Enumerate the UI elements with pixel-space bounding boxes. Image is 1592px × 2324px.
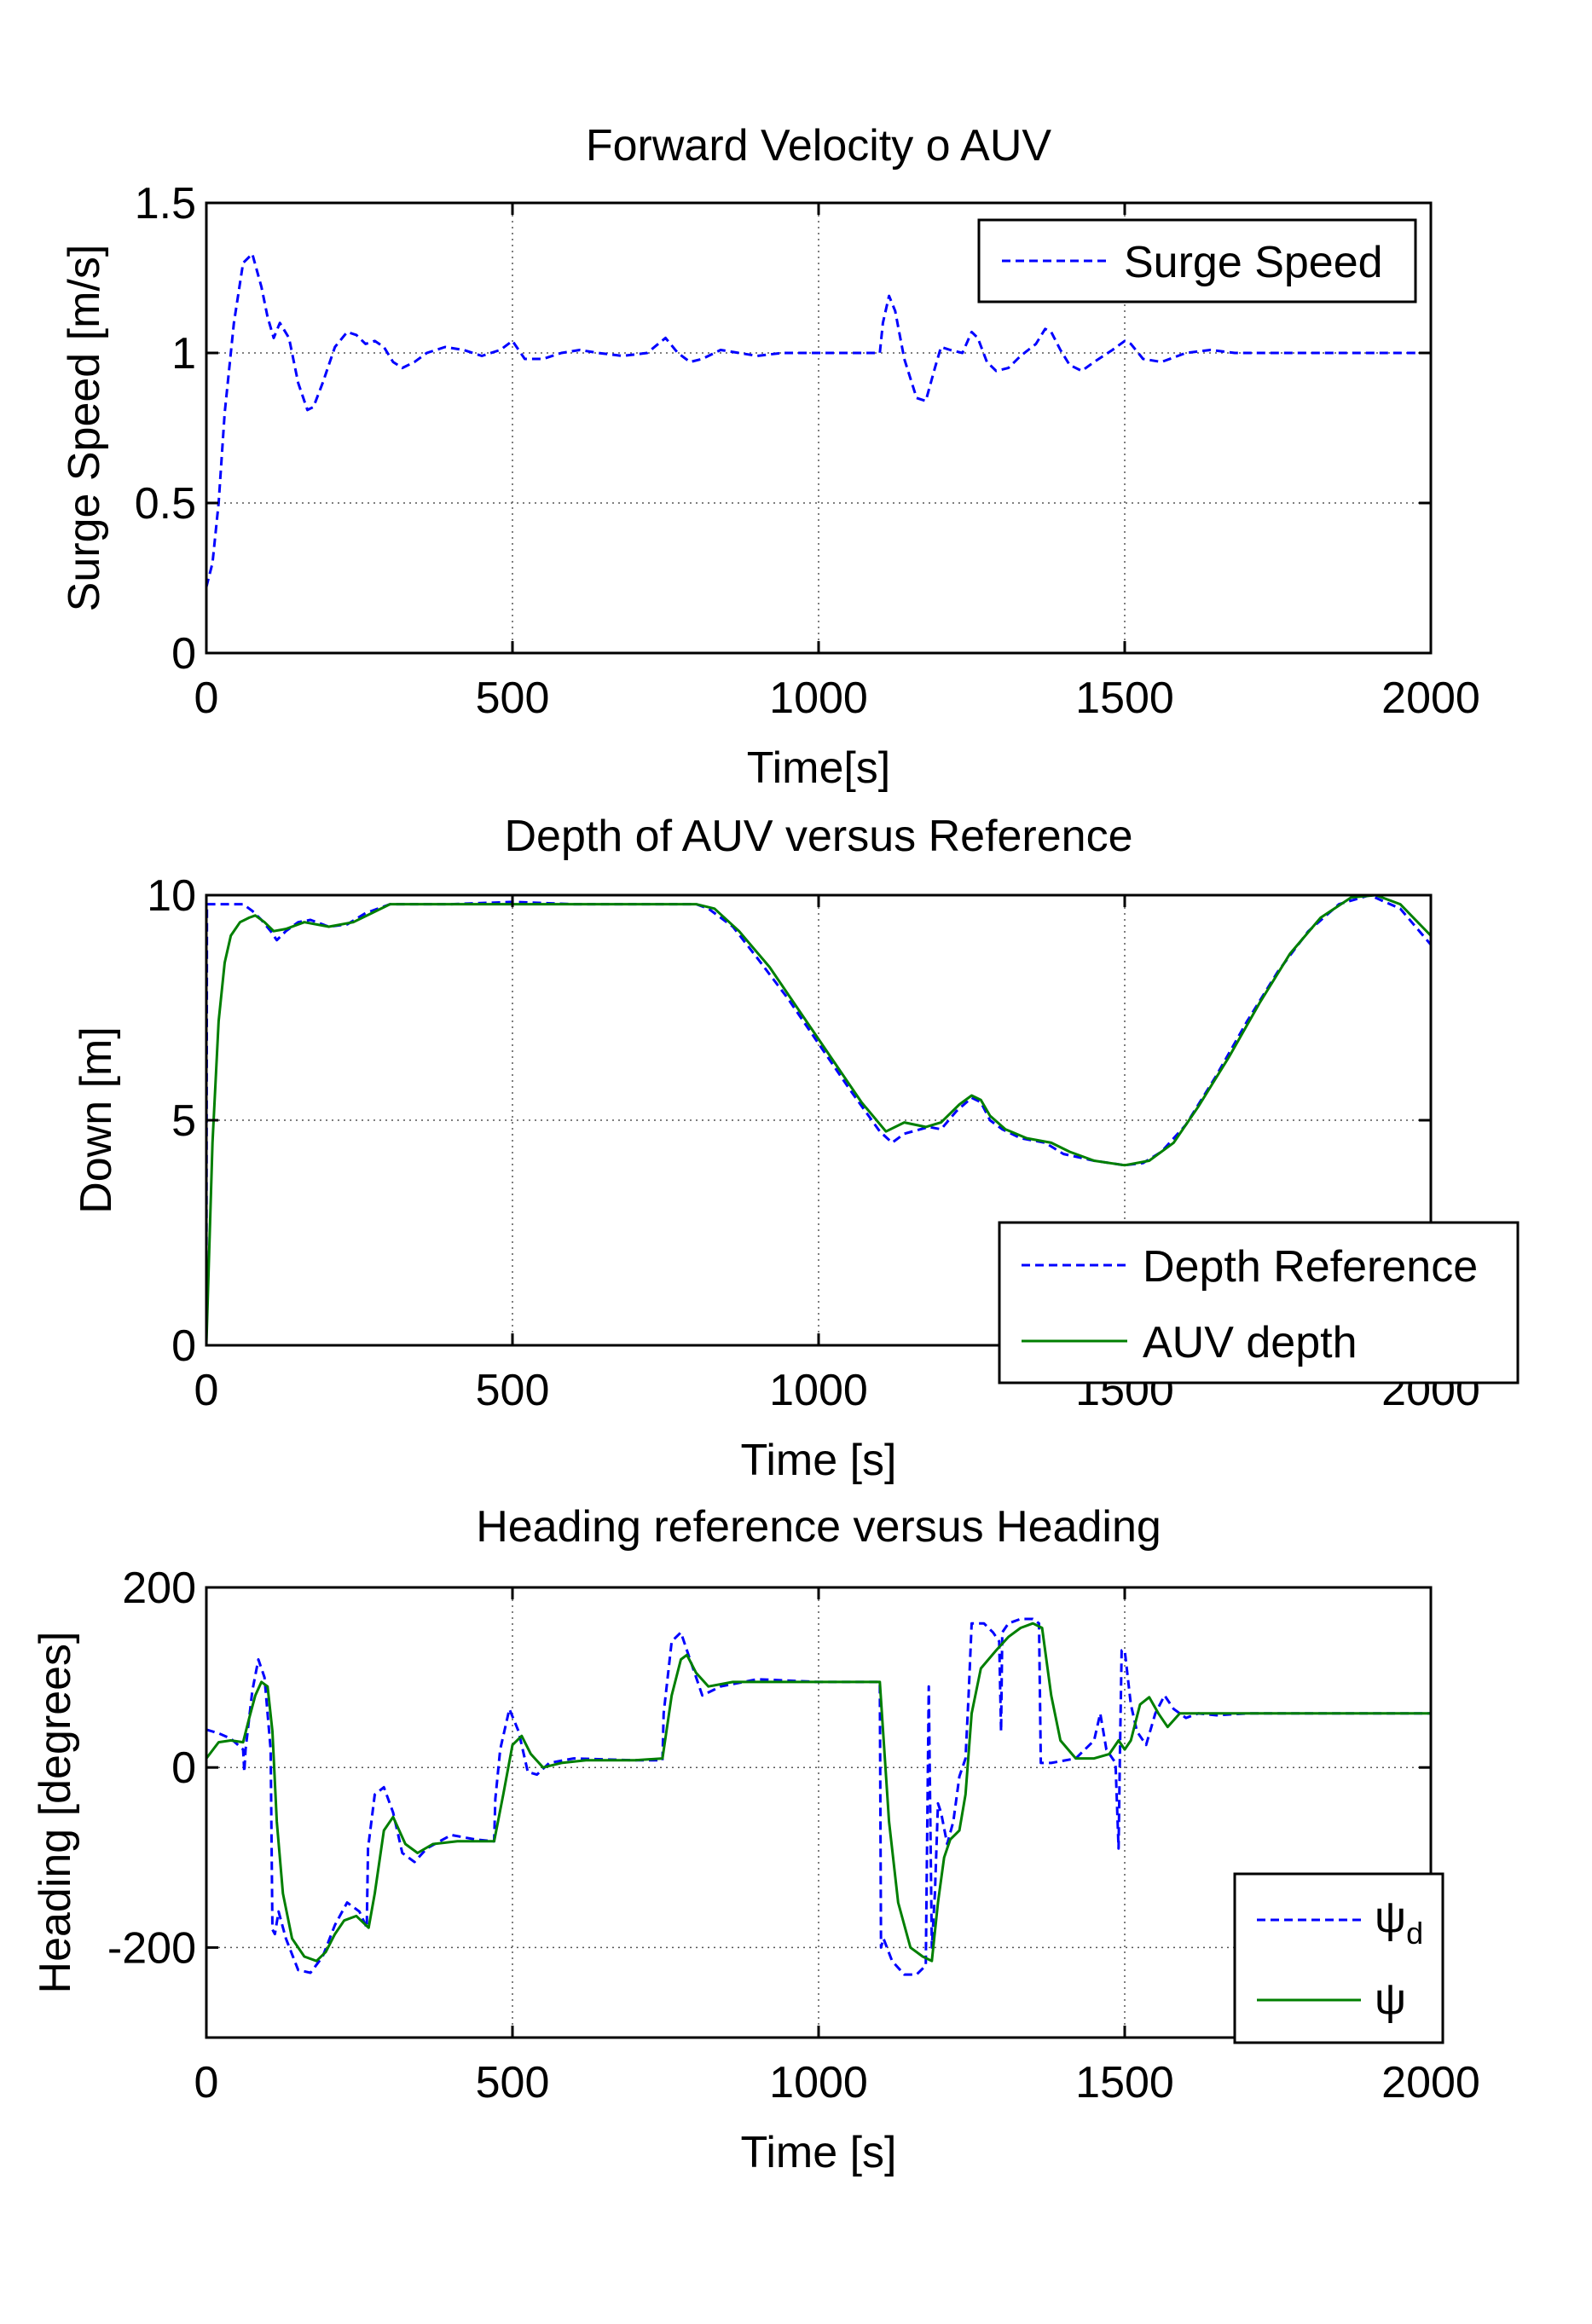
x-tick-label: 500 bbox=[476, 2058, 550, 2107]
x-tick-label: 0 bbox=[194, 1366, 219, 1415]
x-axis-label: Time [s] bbox=[741, 2128, 897, 2177]
x-axis-label: Time[s] bbox=[747, 743, 891, 793]
chart-title: Heading reference versus Heading bbox=[476, 1502, 1161, 1552]
legend-label-auv-depth: AUV depth bbox=[1143, 1318, 1358, 1367]
y-tick-label: 1.5 bbox=[135, 179, 196, 228]
tick-marks bbox=[205, 201, 1433, 655]
x-tick-label: 1000 bbox=[769, 1366, 868, 1415]
legend-box bbox=[977, 218, 1417, 304]
grid-lines bbox=[206, 1587, 1431, 2038]
y-tick-label: 0 bbox=[171, 629, 196, 679]
x-tick-label: 1000 bbox=[769, 673, 868, 723]
x-tick-label: 500 bbox=[476, 1366, 550, 1415]
x-tick-label: 0 bbox=[194, 673, 219, 723]
series-group bbox=[206, 895, 1431, 1345]
legend-box bbox=[1233, 1872, 1444, 2044]
legend: Depth Reference AUV depth bbox=[998, 1221, 1520, 1385]
x-tick-label: 2000 bbox=[1381, 2058, 1480, 2107]
y-tick-label: -200 bbox=[107, 1923, 196, 1973]
series-line-0 bbox=[206, 252, 1431, 587]
x-tick-label: 1500 bbox=[1075, 2058, 1174, 2107]
legend-label-psi-d-base: ψ bbox=[1375, 1893, 1406, 1942]
x-tick-label: 500 bbox=[476, 673, 550, 723]
legend-label-depth-reference: Depth Reference bbox=[1143, 1242, 1478, 1292]
legend-label-psi-d: ψd bbox=[1375, 1893, 1423, 1951]
x-tick-labels: 0 500 1000 1500 2000 bbox=[194, 673, 1480, 723]
x-tick-label: 1000 bbox=[769, 2058, 868, 2107]
y-tick-label: 10 bbox=[147, 871, 196, 921]
x-tick-labels: 0 500 1000 1500 2000 bbox=[194, 2058, 1480, 2107]
y-tick-label: 5 bbox=[171, 1096, 196, 1146]
chart-title: Forward Velocity o AUV bbox=[586, 121, 1052, 171]
x-tick-label: 0 bbox=[194, 2058, 219, 2107]
y-tick-label: 0 bbox=[171, 1743, 196, 1793]
x-tick-label: 1500 bbox=[1075, 673, 1174, 723]
x-tick-label: 2000 bbox=[1381, 673, 1480, 723]
y-axis-label: Down [m] bbox=[72, 1026, 121, 1214]
y-tick-labels: 0 0.5 1 1.5 bbox=[135, 179, 196, 679]
y-tick-label: 200 bbox=[122, 1564, 196, 1613]
legend-label-psi: ψ bbox=[1375, 1974, 1406, 2024]
series-line-0 bbox=[206, 895, 1431, 1341]
series-line-1 bbox=[206, 895, 1431, 1345]
tick-marks bbox=[205, 893, 1433, 1347]
series-group bbox=[206, 1617, 1431, 1976]
y-tick-label: 0.5 bbox=[135, 479, 196, 529]
y-tick-label: 0 bbox=[171, 1321, 196, 1371]
grid-lines bbox=[206, 895, 1431, 1345]
series-line-1 bbox=[206, 1622, 1431, 1963]
y-axis-label: Heading [degrees] bbox=[31, 1632, 80, 1994]
panel-surge-speed: Forward Velocity o AUV 0 500 1000 1500 2000 … bbox=[60, 121, 1480, 793]
y-axis-label: Surge Speed [m/s] bbox=[60, 245, 109, 612]
legend: Surge Speed bbox=[977, 218, 1417, 304]
y-tick-labels: 0 5 10 bbox=[147, 871, 196, 1371]
series-group bbox=[206, 252, 1431, 587]
series-line-0 bbox=[206, 1617, 1431, 1976]
grid-lines bbox=[206, 203, 1431, 653]
chart-title: Depth of AUV versus Reference bbox=[504, 812, 1132, 861]
panel-heading: Heading reference versus Heading 0 500 100… bbox=[31, 1502, 1480, 2177]
x-axis-label: Time [s] bbox=[741, 1436, 897, 1485]
legend-box bbox=[998, 1221, 1520, 1385]
legend-label-surge-speed: Surge Speed bbox=[1124, 238, 1383, 287]
legend-label-psi-d-sub: d bbox=[1406, 1916, 1423, 1951]
panel-depth: Depth of AUV versus Reference 0 500 1000 15… bbox=[72, 812, 1520, 1485]
y-tick-labels: -200 0 200 bbox=[107, 1564, 196, 1973]
y-tick-label: 1 bbox=[171, 329, 196, 379]
legend: ψd ψ bbox=[1233, 1872, 1444, 2044]
